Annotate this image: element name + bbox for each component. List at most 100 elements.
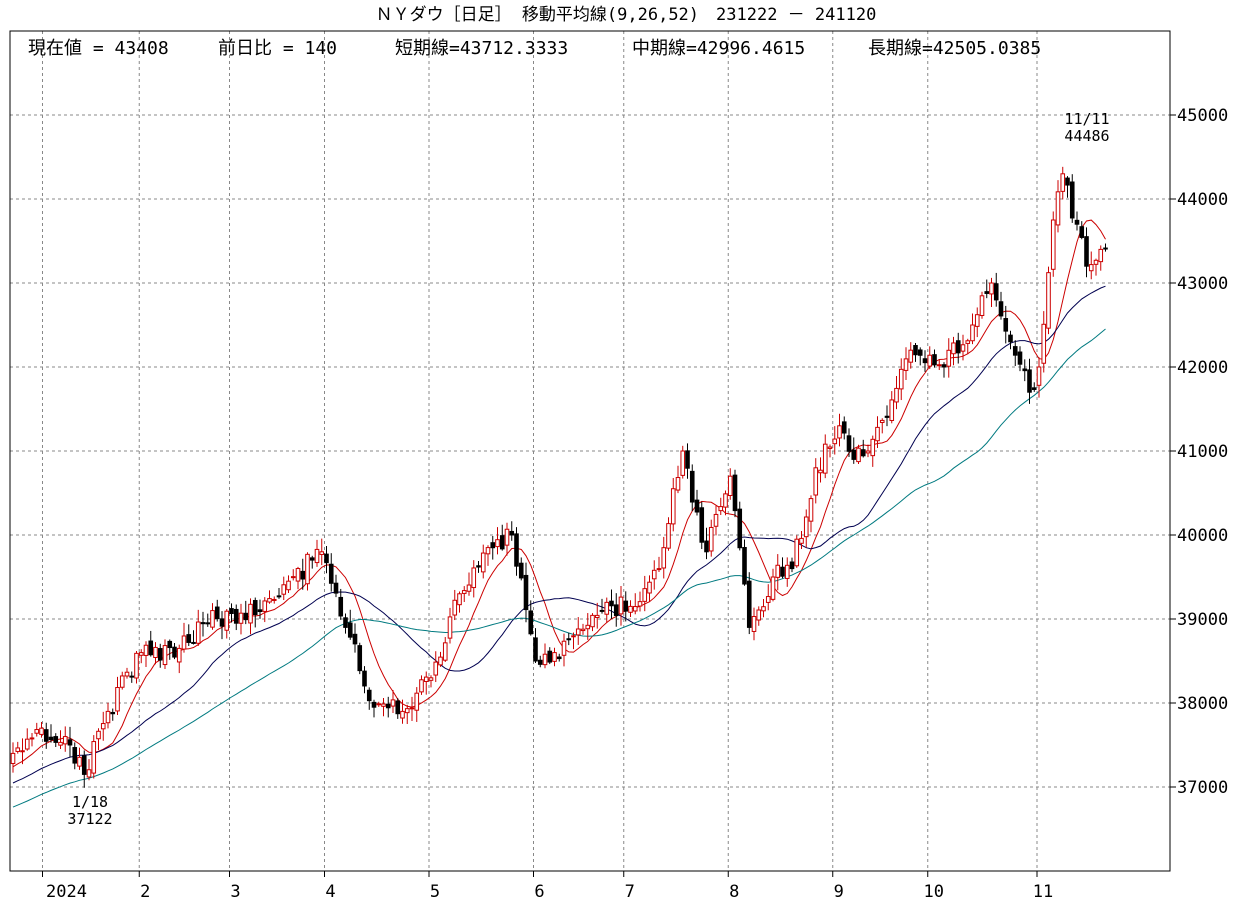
y-tick-label: 43000: [1177, 274, 1228, 294]
candle-down: [993, 283, 999, 301]
candlesticks: [10, 166, 1108, 788]
candle-down: [333, 582, 339, 594]
annotation-high-date: 11/11: [1064, 110, 1109, 128]
candle-down: [746, 580, 752, 628]
candle-down: [913, 345, 918, 356]
candle-down: [53, 736, 59, 743]
candle-down: [955, 340, 961, 354]
candle-up: [974, 314, 980, 327]
candle-down: [509, 530, 515, 536]
candle-down: [229, 608, 234, 614]
candle-down: [613, 604, 619, 616]
candle-up: [713, 513, 719, 527]
candle-down: [252, 600, 258, 616]
candle-up: [58, 741, 63, 746]
candle-up: [461, 590, 467, 594]
candle-up: [770, 576, 776, 600]
candle-down: [732, 474, 738, 512]
candle-up: [571, 635, 576, 638]
candle-up: [485, 547, 491, 555]
candle-up: [504, 528, 510, 546]
x-tick-label: 6: [534, 882, 544, 902]
candle-up: [29, 737, 35, 740]
candle-up: [651, 569, 657, 580]
candle-down: [343, 617, 348, 628]
candle-up: [799, 537, 804, 544]
candle-down: [537, 659, 543, 665]
candle-up: [865, 450, 871, 454]
candle-up: [632, 606, 638, 612]
candle-down: [167, 640, 173, 649]
candle-up: [618, 596, 624, 615]
candle-down: [362, 670, 367, 687]
candle-up: [951, 342, 956, 355]
candle-up: [1036, 366, 1042, 386]
candle-up: [794, 538, 800, 567]
candle-up: [457, 593, 462, 606]
info-mid-ma: 中期線=42996.4615: [632, 38, 805, 59]
y-tick-label: 42000: [1177, 358, 1228, 378]
candle-up: [1060, 173, 1066, 192]
candle-up: [718, 506, 724, 512]
candle-down: [48, 736, 54, 741]
candle-up: [124, 671, 130, 677]
candle-up: [960, 344, 966, 352]
candle-up: [62, 736, 68, 745]
candle-up: [409, 707, 415, 710]
candle-up: [10, 752, 16, 764]
candle-down: [499, 535, 505, 550]
candle-up: [105, 710, 111, 724]
candle-up: [765, 596, 771, 603]
candle-down: [1074, 219, 1080, 225]
candle-up: [970, 324, 975, 342]
candle-down: [533, 637, 538, 662]
candle-up: [656, 568, 662, 571]
candle-down: [205, 622, 211, 625]
candle-up: [381, 703, 386, 707]
candle-up: [561, 640, 567, 656]
candle-up: [138, 652, 144, 656]
candle-up: [428, 677, 434, 681]
candle-down: [841, 421, 847, 434]
x-tick-label: 11: [1033, 882, 1053, 902]
x-tick-label: 9: [834, 882, 844, 902]
candle-down: [72, 747, 78, 764]
candle-down: [599, 609, 605, 612]
candle-up: [495, 539, 500, 548]
annotation-low-date: 1/18: [72, 793, 108, 811]
candle-up: [452, 599, 458, 616]
candle-down: [43, 729, 49, 742]
candle-up: [856, 447, 861, 463]
candle-down: [685, 450, 690, 469]
candle-up: [100, 723, 106, 730]
candle-down: [172, 646, 177, 658]
candle-up: [1093, 259, 1099, 265]
info-long-ma: 長期線=42505.0385: [868, 38, 1041, 59]
candle-down: [157, 648, 163, 661]
ma-line-52: [12, 328, 1106, 808]
y-tick-label: 40000: [1177, 526, 1228, 546]
candle-up: [670, 488, 676, 525]
annotation-low-value: 37122: [67, 810, 112, 828]
candle-down: [328, 563, 334, 584]
x-tick-label: 2024: [46, 882, 87, 902]
candle-down: [737, 508, 743, 549]
candle-down: [1084, 236, 1089, 267]
candle-up: [210, 610, 215, 628]
candle-up: [808, 498, 814, 522]
candle-down: [129, 675, 135, 678]
candle-up: [224, 610, 230, 631]
candle-down: [523, 574, 529, 611]
candle-up: [281, 584, 287, 595]
candle-up: [15, 747, 21, 752]
candle-up: [903, 358, 909, 371]
candle-up: [314, 548, 320, 564]
candle-up: [661, 547, 667, 569]
candle-up: [34, 729, 40, 734]
candle-up: [727, 475, 733, 497]
candle-up: [419, 679, 424, 693]
candle-down: [300, 570, 306, 580]
candle-down: [528, 610, 534, 635]
grid-lines: [10, 31, 1170, 871]
candle-up: [723, 493, 728, 508]
